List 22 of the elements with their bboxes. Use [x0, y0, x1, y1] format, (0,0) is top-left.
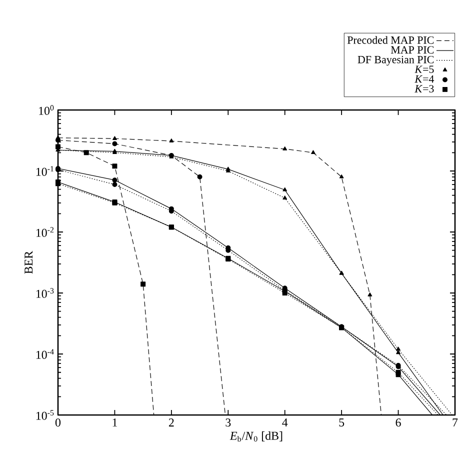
- y-tick-label: 10$^{-5}$: [36, 410, 54, 420]
- y-tick-label: 10$^{-4}$: [36, 349, 54, 359]
- x-axis-title: E$_{b}$/N$_{0}$ [dB]: [230, 431, 282, 442]
- legend-label: K=3: [414, 85, 434, 92]
- y-tick-label: 10$^{0}$: [39, 105, 54, 115]
- x-tick-label: 6: [396, 418, 401, 427]
- x-tick-label: 1: [112, 418, 117, 426]
- x-tick-label: 3: [226, 418, 231, 427]
- x-tick-label: 5: [339, 418, 344, 426]
- legend-label: MAP PIC: [390, 46, 434, 54]
- y-axis-title: BER: [24, 250, 33, 274]
- legend-label: K=4: [414, 75, 434, 83]
- x-tick-label: 4: [282, 418, 288, 426]
- x-tick-label: 2: [168, 418, 174, 426]
- legend-label: DF Bayesian PIC: [358, 56, 434, 66]
- y-tick-label: 10$^{-1}$: [36, 166, 54, 176]
- x-tick-label: 7: [452, 418, 458, 426]
- legend-label: Precoded MAP PIC: [347, 36, 434, 44]
- y-tick-label: 10$^{-3}$: [36, 288, 54, 298]
- x-tick-label: 0: [55, 418, 61, 427]
- legend-label: K=5: [414, 66, 434, 73]
- y-tick-label: 10$^{-2}$: [36, 227, 54, 237]
